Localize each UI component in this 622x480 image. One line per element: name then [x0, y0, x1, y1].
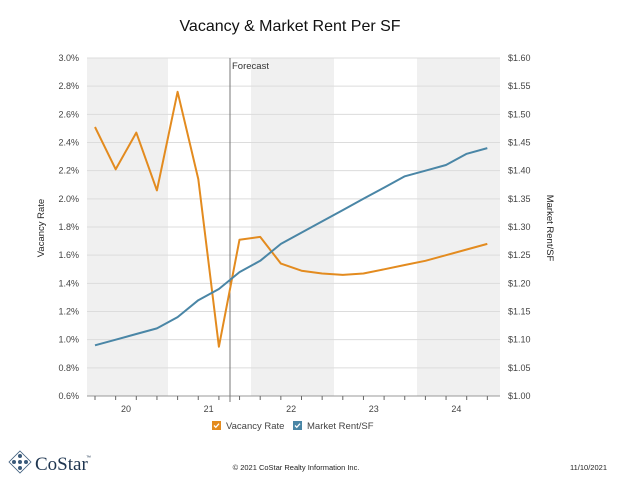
left-tick-label: 0.6% — [58, 391, 79, 401]
checkmark-icon — [294, 423, 301, 429]
left-tick-label: 1.4% — [58, 278, 79, 288]
legend-swatch-vacancy — [212, 421, 221, 430]
left-tick-label: 3.0% — [58, 53, 79, 63]
vacancy-rate-line — [94, 90, 488, 348]
right-tick-label: $1.40 — [508, 166, 531, 176]
market-rent-line — [94, 147, 488, 347]
legend-item-market-rent[interactable]: Market Rent/SF — [293, 421, 374, 432]
right-tick-label: $1.10 — [508, 335, 531, 345]
chart-title: Vacancy & Market Rent Per SF — [179, 18, 400, 35]
x-axis-ticks — [94, 396, 488, 400]
copyright-text: © 2021 CoStar Realty Information Inc. — [233, 463, 360, 472]
left-tick-label: 1.0% — [58, 335, 79, 345]
x-axis-labels: 20 21 22 23 24 — [121, 404, 461, 414]
legend-label-rent: Market Rent/SF — [307, 421, 374, 432]
right-axis-label: Market Rent/SF — [544, 195, 555, 262]
series-lines — [94, 90, 488, 348]
left-tick-label: 0.8% — [58, 363, 79, 373]
costar-logo: CoStar ™ — [8, 450, 91, 475]
legend: Vacancy Rate Market Rent/SF — [212, 421, 374, 432]
x-tick-label: 24 — [451, 404, 461, 414]
left-tick-label: 2.2% — [58, 166, 79, 176]
x-tick-label: 22 — [286, 404, 296, 414]
legend-swatch-rent — [293, 421, 302, 430]
left-axis-ticks: 0.6% 0.8% 1.0% 1.2% 1.4% 1.6% 1.8% 2.0% 2.2% 2.4%… — [58, 53, 79, 401]
right-tick-label: $1.25 — [508, 250, 531, 260]
left-tick-label: 2.0% — [58, 194, 79, 204]
right-tick-label: $1.50 — [508, 109, 531, 119]
right-axis-ticks: $1.00 $1.05 $1.10 $1.15 $1.20 $1.25 $1.30 $1.35… — [508, 53, 531, 401]
right-tick-label: $1.45 — [508, 138, 531, 148]
left-axis-label: Vacancy Rate — [36, 199, 47, 257]
right-tick-label: $1.35 — [508, 194, 531, 204]
right-tick-label: $1.55 — [508, 81, 531, 91]
report-date: 11/10/2021 — [570, 463, 607, 472]
right-tick-label: $1.30 — [508, 222, 531, 232]
trademark-mark: ™ — [86, 455, 91, 461]
left-tick-label: 2.6% — [58, 109, 79, 119]
gridlines — [87, 57, 500, 397]
checkmark-icon — [213, 423, 220, 429]
costar-logo-mark-icon — [8, 450, 32, 474]
forecast-label: Forecast — [232, 61, 269, 72]
left-tick-label: 1.6% — [58, 250, 79, 260]
right-tick-label: $1.00 — [508, 391, 531, 401]
right-tick-label: $1.05 — [508, 363, 531, 373]
left-tick-label: 2.8% — [58, 81, 79, 91]
left-tick-label: 1.2% — [58, 307, 79, 317]
right-tick-label: $1.15 — [508, 307, 531, 317]
left-tick-label: 1.8% — [58, 222, 79, 232]
legend-item-vacancy-rate[interactable]: Vacancy Rate — [212, 421, 284, 432]
x-tick-label: 23 — [369, 404, 379, 414]
x-tick-label: 21 — [204, 404, 214, 414]
right-tick-label: $1.60 — [508, 53, 531, 63]
legend-label-vacancy: Vacancy Rate — [226, 421, 284, 432]
costar-logo-text: CoStar — [35, 454, 88, 475]
x-tick-label: 20 — [121, 404, 131, 414]
left-tick-label: 2.4% — [58, 138, 79, 148]
right-tick-label: $1.20 — [508, 278, 531, 288]
